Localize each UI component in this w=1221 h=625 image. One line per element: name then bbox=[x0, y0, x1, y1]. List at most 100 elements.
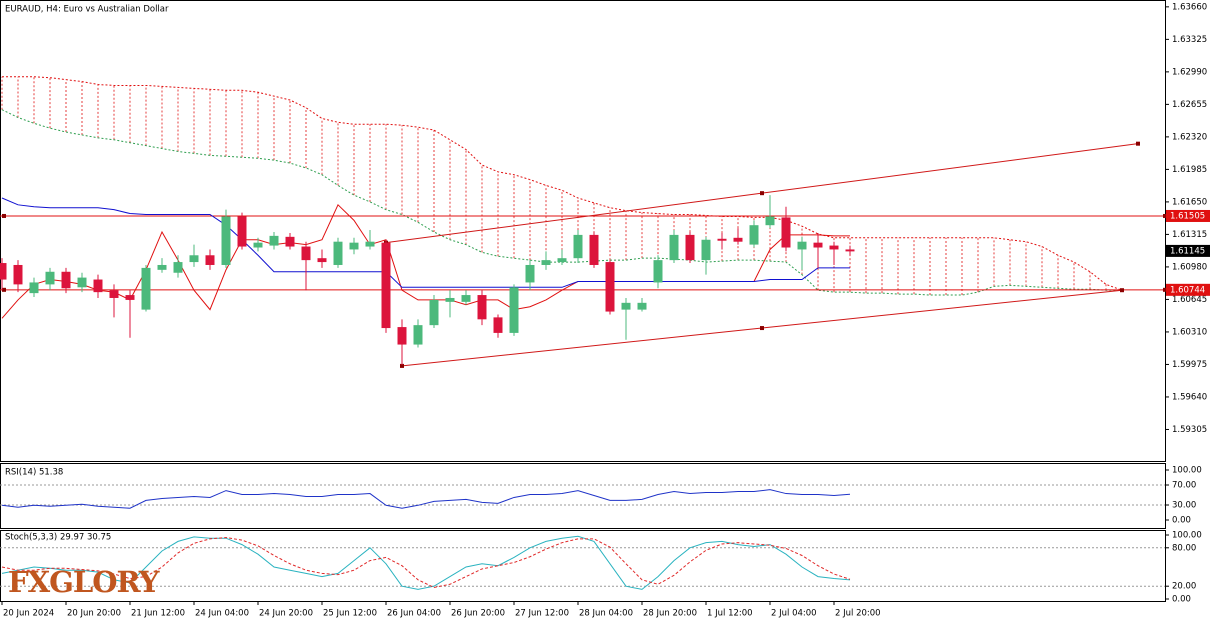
price-tag-bg bbox=[1166, 209, 1210, 222]
candle-body bbox=[557, 258, 567, 263]
candle-body bbox=[141, 267, 151, 310]
x-tick-label: 26 Jun 04:00 bbox=[387, 609, 441, 619]
main-panel-frame bbox=[0, 0, 1166, 462]
trendline-point bbox=[1120, 288, 1124, 293]
x-tick-label: 21 Jun 12:00 bbox=[131, 609, 185, 619]
candle-body bbox=[93, 279, 103, 293]
y-tick-label: 1.60980 bbox=[1172, 262, 1207, 272]
trendline-point bbox=[760, 326, 764, 331]
candle-body bbox=[829, 245, 839, 250]
candle-body bbox=[253, 242, 263, 248]
candle-body bbox=[285, 236, 295, 247]
candle-body bbox=[493, 317, 503, 333]
candle-body bbox=[413, 325, 423, 345]
y-tick-label: 20.00 bbox=[1172, 582, 1196, 592]
trendline-point bbox=[760, 191, 764, 196]
candle-body bbox=[77, 277, 87, 288]
candle-body bbox=[13, 264, 23, 285]
logo: FXGLORY bbox=[8, 565, 160, 599]
x-tick-label: 27 Jun 12:00 bbox=[515, 609, 569, 619]
candle-body bbox=[669, 234, 679, 261]
y-tick-label: 70.00 bbox=[1172, 481, 1196, 491]
candle-body bbox=[765, 216, 775, 226]
candle-body bbox=[269, 235, 279, 246]
x-tick-label: 2 Jul 04:00 bbox=[771, 609, 817, 619]
candle-body bbox=[221, 216, 231, 265]
y-tick-label: 1.61315 bbox=[1172, 230, 1207, 240]
candle-body bbox=[45, 271, 55, 285]
candle-body bbox=[621, 302, 631, 310]
x-tick-label: 20 Jun 20:00 bbox=[67, 609, 121, 619]
candle-body bbox=[845, 249, 855, 252]
line-handle bbox=[1163, 213, 1167, 218]
y-tick-label: 1.59975 bbox=[1172, 360, 1207, 370]
stoch-panel-frame bbox=[0, 530, 1166, 602]
candle-body bbox=[717, 238, 727, 241]
candle-body bbox=[589, 234, 599, 265]
candle-body bbox=[749, 225, 759, 245]
candle-body bbox=[397, 327, 407, 345]
candle-body bbox=[541, 260, 551, 265]
y-tick-label: 0.00 bbox=[1172, 595, 1191, 605]
candle-body bbox=[461, 295, 471, 302]
chart-header: EURAUD, H4: Euro vs Australian Dollar bbox=[5, 5, 169, 15]
candle-body bbox=[381, 242, 391, 329]
indicator-line bbox=[1, 197, 850, 288]
candle-body bbox=[301, 246, 311, 261]
x-tick-label: 28 Jun 20:00 bbox=[643, 609, 697, 619]
y-tick-label: 1.60645 bbox=[1172, 295, 1207, 305]
y-tick-label: 100.00 bbox=[1172, 466, 1202, 476]
y-tick-label: 1.63325 bbox=[1172, 35, 1207, 45]
x-tick-label: 25 Jun 12:00 bbox=[323, 609, 377, 619]
panel-title: RSI(14) 51.38 bbox=[5, 468, 63, 478]
indicator-line bbox=[1, 537, 851, 589]
candle-body bbox=[445, 297, 455, 302]
candle-body bbox=[29, 282, 39, 294]
candle-body bbox=[333, 241, 343, 265]
x-tick-label: 26 Jun 20:00 bbox=[451, 609, 505, 619]
candle-body bbox=[125, 295, 135, 300]
candle-body bbox=[365, 241, 375, 247]
trendline-point bbox=[400, 363, 404, 368]
x-tick-label: 24 Jun 20:00 bbox=[259, 609, 313, 619]
candle-body bbox=[189, 255, 199, 263]
candle-body bbox=[109, 290, 119, 298]
y-tick-label: 0.00 bbox=[1172, 516, 1191, 526]
candle-body bbox=[701, 239, 711, 261]
price-tag-bg bbox=[1166, 283, 1210, 296]
line-handle bbox=[1163, 287, 1167, 292]
candle-body bbox=[685, 234, 695, 261]
candle-body bbox=[813, 242, 823, 248]
y-tick-label: 1.62655 bbox=[1172, 100, 1207, 110]
y-tick-label: 1.59640 bbox=[1172, 392, 1207, 402]
candle-body bbox=[317, 258, 327, 263]
price-tag: 1.60744 bbox=[1170, 285, 1205, 295]
y-tick-label: 1.62990 bbox=[1172, 67, 1207, 77]
y-tick-label: 1.63660 bbox=[1172, 2, 1207, 12]
indicator-line bbox=[1, 535, 851, 590]
candle-body bbox=[637, 302, 647, 310]
rsi-panel-frame bbox=[0, 463, 1166, 529]
y-tick-label: 1.60310 bbox=[1172, 327, 1207, 337]
x-tick-label: 28 Jun 04:00 bbox=[579, 609, 633, 619]
panel-title: Stoch(5,3,3) 29.97 30.75 bbox=[5, 533, 111, 543]
candle-body bbox=[573, 234, 583, 259]
y-tick-label: 100.00 bbox=[1172, 531, 1202, 541]
y-tick-label: 30.00 bbox=[1172, 501, 1196, 511]
candle-body bbox=[237, 216, 247, 247]
last-price-bg bbox=[1166, 244, 1210, 257]
x-tick-label: 1 Jul 12:00 bbox=[707, 609, 753, 619]
candle-body bbox=[349, 242, 359, 250]
candle-body bbox=[157, 264, 167, 270]
candle-body bbox=[205, 255, 215, 265]
candle-body bbox=[0, 263, 7, 280]
line-handle bbox=[2, 213, 6, 218]
candle-body bbox=[653, 260, 663, 283]
candle-body bbox=[509, 287, 519, 333]
candle-body bbox=[429, 299, 439, 326]
cloud-span-a bbox=[1, 109, 1122, 296]
indicator-line bbox=[1, 489, 851, 509]
x-tick-label: 20 Jun 2024 bbox=[3, 609, 54, 619]
cloud-span-b bbox=[2, 76, 1123, 291]
